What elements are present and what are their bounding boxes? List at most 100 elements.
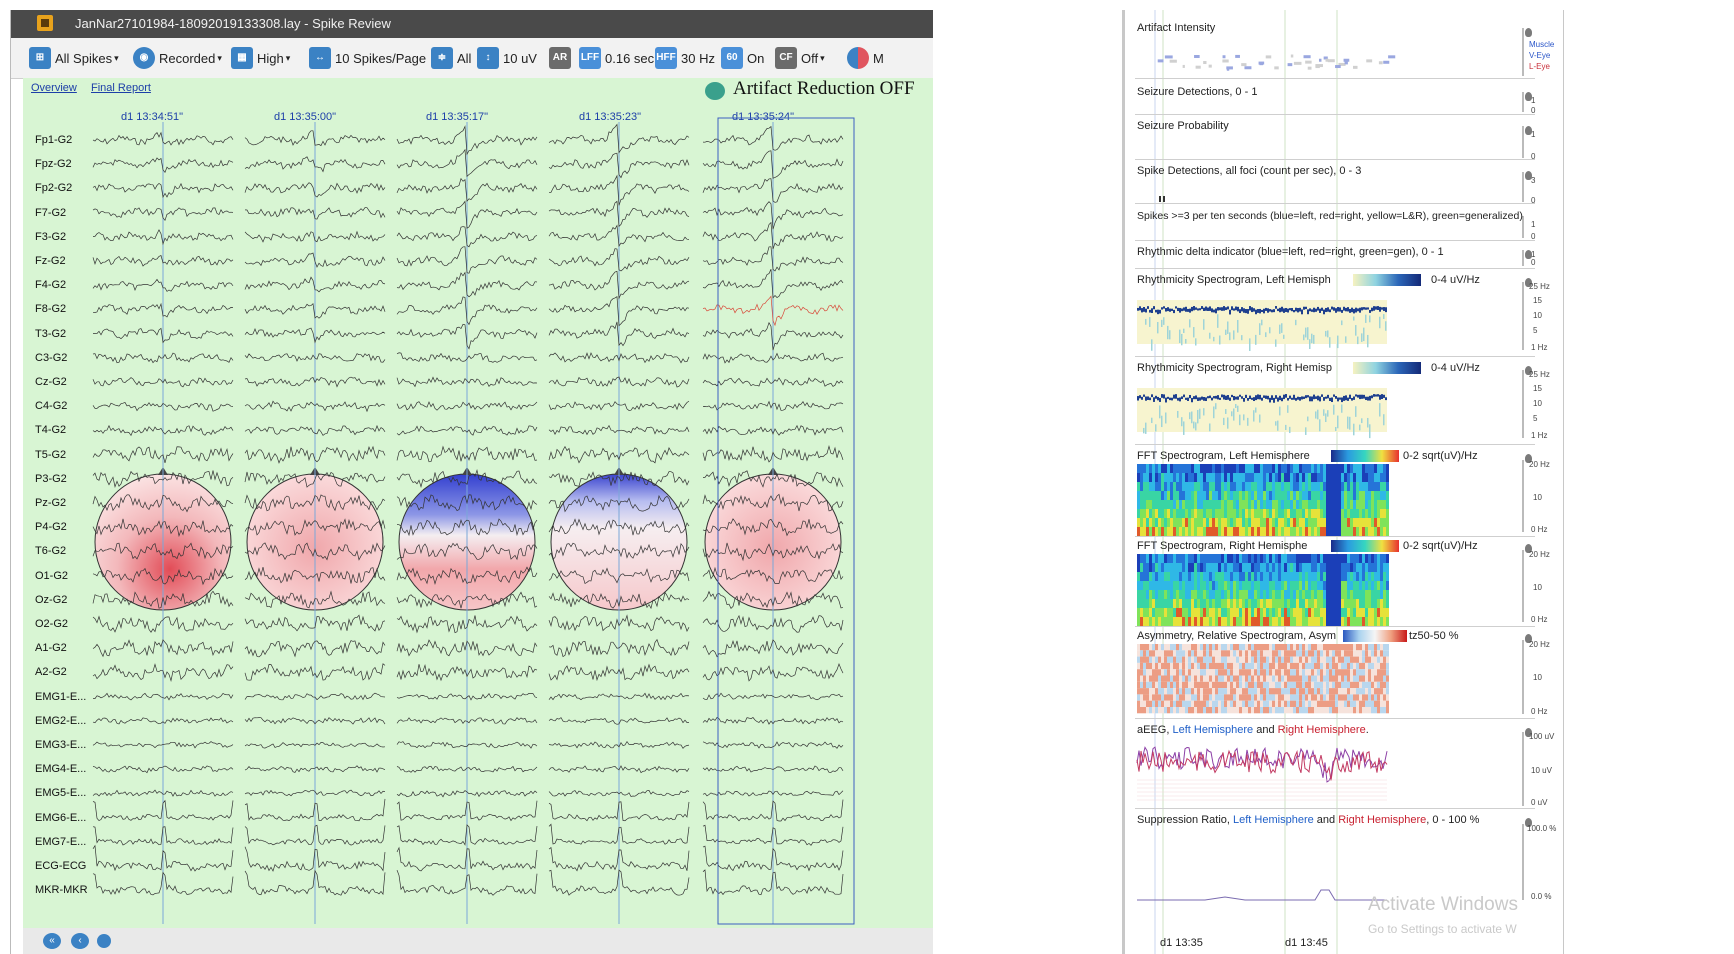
fft-cell bbox=[1323, 581, 1326, 590]
eeg-traces[interactable] bbox=[23, 78, 933, 928]
asymmetry-cell bbox=[1320, 675, 1323, 682]
fft-cell bbox=[1308, 491, 1311, 500]
recorded-dropdown[interactable]: ◉ Recorded ▾ bbox=[133, 46, 222, 70]
asymmetry-cell bbox=[1161, 688, 1164, 695]
m-button[interactable]: M bbox=[847, 46, 884, 70]
cf-dropdown[interactable]: CF Off ▾ bbox=[775, 46, 825, 70]
fft-cell bbox=[1308, 509, 1311, 518]
eeg-trace bbox=[702, 400, 844, 411]
asymmetry-cell bbox=[1320, 669, 1323, 676]
lightbulb-icon[interactable] bbox=[1525, 28, 1532, 37]
lightbulb-icon[interactable] bbox=[1525, 366, 1532, 375]
fft-cell bbox=[1245, 617, 1248, 626]
asymmetry-cell bbox=[1245, 681, 1248, 689]
lightbulb-icon[interactable] bbox=[1525, 818, 1532, 827]
lightbulb-icon[interactable] bbox=[1525, 126, 1532, 135]
fft-cell bbox=[1368, 617, 1371, 626]
lightbulb-icon[interactable] bbox=[1525, 454, 1532, 463]
fft-cell bbox=[1335, 464, 1338, 473]
fft-cell bbox=[1314, 617, 1317, 626]
fft-cell bbox=[1308, 617, 1311, 626]
spike-time[interactable]: d1 13:35:23" bbox=[579, 111, 642, 123]
high-dropdown[interactable]: ▦ High ▾ bbox=[231, 46, 290, 70]
ar-button[interactable]: AR bbox=[549, 46, 575, 70]
asymmetry-cell bbox=[1344, 656, 1347, 663]
fft-cell bbox=[1314, 563, 1317, 572]
eeg-trace bbox=[396, 692, 538, 701]
asymmetry-cell bbox=[1191, 656, 1194, 663]
lightbulb-icon[interactable] bbox=[1525, 544, 1532, 553]
asymmetry-cell bbox=[1338, 707, 1341, 714]
asymmetry-cell bbox=[1338, 669, 1341, 676]
previous-page-icon[interactable]: ‹ bbox=[71, 933, 89, 949]
asymmetry-cell bbox=[1158, 681, 1161, 689]
lightbulb-icon[interactable] bbox=[1525, 250, 1532, 259]
fft-cell bbox=[1275, 500, 1278, 509]
fft-cell bbox=[1209, 518, 1212, 527]
eeg-trace bbox=[244, 846, 386, 872]
fft-cell bbox=[1260, 617, 1263, 626]
asymmetry-cell bbox=[1236, 656, 1239, 663]
first-page-icon[interactable]: « bbox=[43, 933, 61, 949]
fft-cell bbox=[1371, 608, 1374, 617]
asymmetry-cell bbox=[1371, 662, 1374, 670]
fft-cell bbox=[1311, 482, 1314, 491]
spike-time[interactable]: d1 13:35:24" bbox=[732, 111, 795, 123]
fft-cell bbox=[1203, 509, 1206, 518]
asymmetry-cell bbox=[1314, 694, 1317, 701]
fft-cell bbox=[1272, 509, 1275, 518]
asymmetry-cell bbox=[1275, 707, 1278, 714]
fft-cell bbox=[1308, 608, 1311, 617]
fft-cell bbox=[1224, 518, 1227, 527]
fft-cell bbox=[1155, 491, 1158, 500]
notch-button[interactable]: 60 On bbox=[721, 46, 764, 70]
asymmetry-cell bbox=[1317, 700, 1320, 707]
asymmetry-cell bbox=[1137, 694, 1140, 701]
lightbulb-icon[interactable] bbox=[1525, 92, 1532, 101]
asymmetry-cell bbox=[1188, 662, 1191, 670]
asymmetry-cell bbox=[1191, 694, 1194, 701]
fft-cell bbox=[1293, 527, 1296, 536]
fft-cell bbox=[1320, 509, 1323, 518]
asymmetry-cell bbox=[1269, 669, 1272, 676]
spikes-per-page-button[interactable]: ↔ 10 Spikes/Page bbox=[309, 46, 426, 70]
asymmetry-cell bbox=[1224, 681, 1227, 689]
eeg-trace bbox=[702, 518, 844, 537]
hff-button[interactable]: HFF 30 Hz bbox=[655, 46, 715, 70]
all-button[interactable]: ≑ All bbox=[431, 46, 471, 70]
fft-cell bbox=[1212, 563, 1215, 572]
fft-cell bbox=[1158, 572, 1161, 581]
spike-time[interactable]: d1 13:34:51" bbox=[121, 111, 184, 123]
fft-cell bbox=[1302, 500, 1305, 509]
trend-graphics[interactable] bbox=[1125, 10, 1563, 954]
fft-cell bbox=[1206, 518, 1209, 527]
lightbulb-icon[interactable] bbox=[1525, 278, 1532, 287]
fft-cell bbox=[1254, 500, 1257, 509]
fft-cell bbox=[1299, 527, 1302, 536]
asymmetry-cell bbox=[1350, 700, 1353, 707]
fft-cell bbox=[1251, 491, 1254, 500]
lightbulb-icon[interactable] bbox=[1525, 634, 1532, 643]
fft-cell bbox=[1281, 473, 1284, 482]
fft-cell bbox=[1236, 500, 1239, 509]
sensitivity-button[interactable]: ↕ 10 uV bbox=[477, 46, 537, 70]
overview-link[interactable]: Overview bbox=[31, 82, 77, 94]
lightbulb-icon[interactable] bbox=[1525, 171, 1532, 180]
fft-cell bbox=[1185, 572, 1188, 581]
lff-button[interactable]: LFF 0.16 sec bbox=[579, 46, 654, 70]
fft-cell bbox=[1380, 527, 1383, 536]
position-slider[interactable] bbox=[97, 934, 111, 948]
fft-cell bbox=[1227, 482, 1230, 491]
fft-cell bbox=[1236, 590, 1239, 599]
asymmetry-cell bbox=[1293, 688, 1296, 695]
asymmetry-cell bbox=[1206, 707, 1209, 714]
fft-cell bbox=[1176, 617, 1179, 626]
final-report-link[interactable]: Final Report bbox=[91, 82, 151, 94]
fft-cell bbox=[1260, 464, 1263, 473]
lightbulb-icon[interactable] bbox=[1525, 728, 1532, 737]
all-spikes-dropdown[interactable]: ⊞ All Spikes ▾ bbox=[29, 46, 119, 70]
fft-cell bbox=[1317, 554, 1320, 563]
asymmetry-cell bbox=[1251, 688, 1254, 695]
spike-time[interactable]: d1 13:35:17" bbox=[426, 111, 489, 123]
spike-time[interactable]: d1 13:35:00" bbox=[274, 111, 337, 123]
